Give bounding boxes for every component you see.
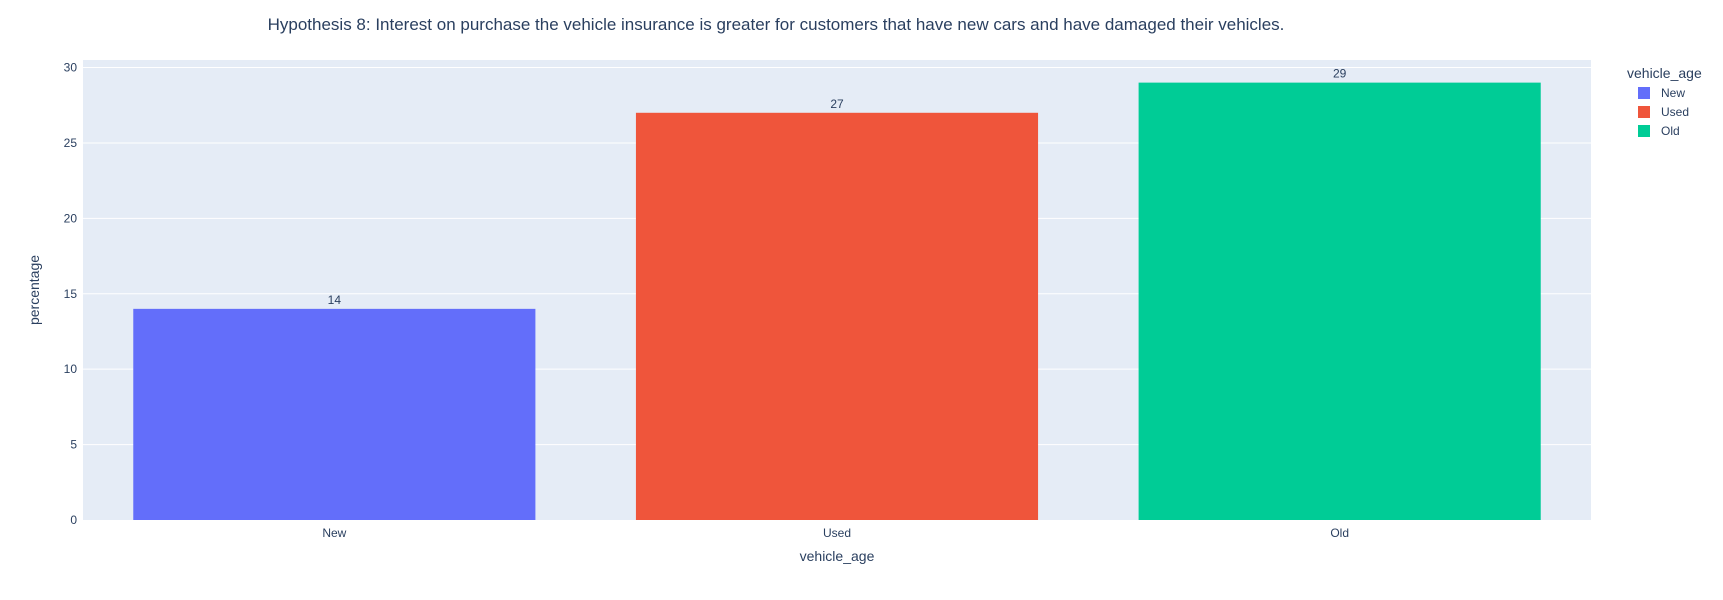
y-tick-label: 0 [70,513,77,527]
bar-used [635,112,1039,520]
legend-swatch [1638,125,1650,137]
y-axis-ticks: 0 5 10 15 20 25 30 [64,61,78,527]
chart-title: Hypothesis 8: Interest on purchase the v… [268,15,1285,34]
x-axis-title: vehicle_age [800,548,875,564]
legend-label: Used [1661,105,1689,119]
legend: vehicle_age New Used Old [1627,65,1702,138]
bar-new [133,308,536,520]
legend-swatch [1638,87,1650,99]
y-axis-title: percentage [26,255,42,325]
legend-label: New [1661,86,1685,100]
y-tick-label: 25 [64,136,78,150]
data-label: 14 [328,293,342,307]
y-tick-label: 15 [64,287,78,301]
x-tick-label: Old [1330,526,1349,540]
y-tick-label: 30 [64,61,78,75]
x-axis-ticks: New Used Old [322,526,1349,540]
y-tick-label: 10 [64,362,78,376]
legend-swatch [1638,106,1650,118]
data-label: 29 [1333,67,1347,81]
legend-item[interactable]: Used [1638,105,1689,119]
x-tick-label: New [322,526,346,540]
bars: 14 27 29 [133,67,1541,520]
legend-label: Old [1661,124,1680,138]
bar-old [1138,82,1541,520]
legend-item[interactable]: New [1638,86,1685,100]
y-tick-label: 5 [70,438,77,452]
legend-title: vehicle_age [1627,65,1702,81]
x-tick-label: Used [823,526,851,540]
y-tick-label: 20 [64,211,78,225]
legend-item[interactable]: Old [1638,124,1680,138]
data-label: 27 [830,97,844,111]
